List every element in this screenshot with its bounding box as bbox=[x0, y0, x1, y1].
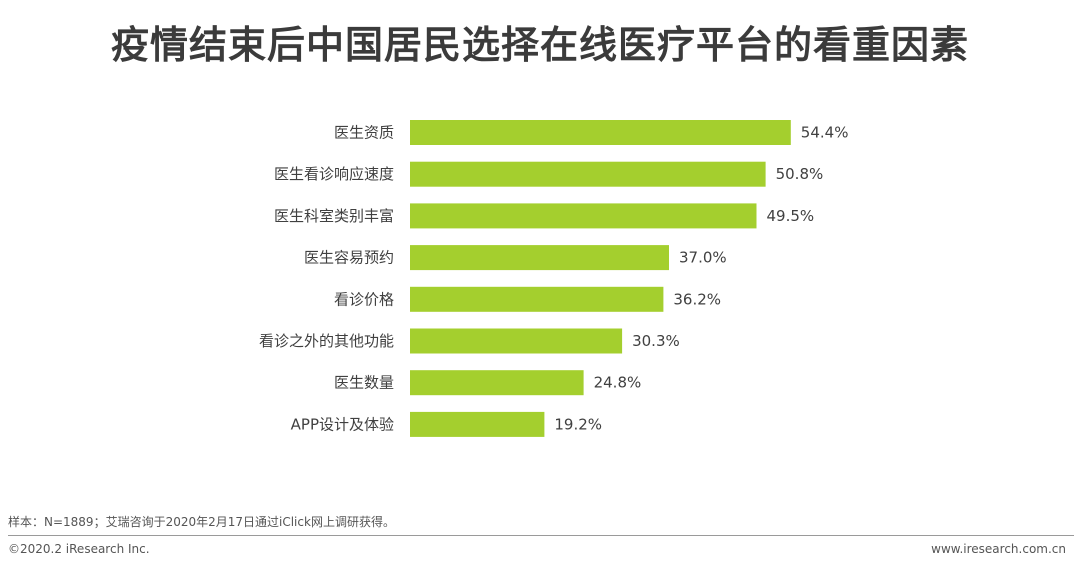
bar bbox=[410, 245, 669, 271]
category-label: 看诊之外的其他功能 bbox=[259, 332, 394, 350]
bars-group: 医生资质 54.4% 医生看诊响应速度 50.8% 医生科室类别丰富 49.5% 医生容易预… bbox=[259, 120, 848, 437]
bar-chart: 医生资质 54.4% 医生看诊响应速度 50.8% 医生科室类别丰富 49.5% 医生容易预… bbox=[259, 120, 848, 437]
footer-divider bbox=[8, 535, 1074, 536]
bar bbox=[410, 286, 664, 312]
category-label: 医生看诊响应速度 bbox=[274, 165, 394, 183]
value-label: 49.5% bbox=[767, 207, 815, 225]
bar bbox=[410, 328, 623, 354]
value-label: 50.8% bbox=[776, 165, 824, 183]
value-label: 24.8% bbox=[594, 374, 642, 392]
value-label: 30.3% bbox=[632, 332, 680, 350]
bar bbox=[410, 161, 766, 187]
category-label: APP设计及体验 bbox=[291, 415, 394, 433]
category-label: 医生数量 bbox=[334, 374, 394, 392]
category-label: 看诊价格 bbox=[334, 290, 394, 308]
value-label: 37.0% bbox=[679, 249, 727, 267]
category-label: 医生科室类别丰富 bbox=[274, 207, 394, 225]
source-note: 样本：N=1889；艾瑞咨询于2020年2月17日通过iClick网上调研获得。 bbox=[8, 515, 395, 529]
copyright-text: ©2020.2 iResearch Inc. bbox=[8, 542, 150, 556]
value-label: 36.2% bbox=[673, 290, 721, 308]
value-label: 19.2% bbox=[554, 415, 602, 433]
bar bbox=[410, 120, 791, 145]
bar bbox=[410, 203, 757, 229]
category-label: 医生容易预约 bbox=[304, 249, 394, 267]
bar bbox=[410, 411, 545, 437]
bar bbox=[410, 370, 584, 396]
website-text: www.iresearch.com.cn bbox=[931, 542, 1066, 556]
chart-title: 疫情结束后中国居民选择在线医疗平台的看重因素 bbox=[110, 23, 969, 67]
value-label: 54.4% bbox=[801, 124, 849, 142]
category-label: 医生资质 bbox=[334, 124, 394, 142]
